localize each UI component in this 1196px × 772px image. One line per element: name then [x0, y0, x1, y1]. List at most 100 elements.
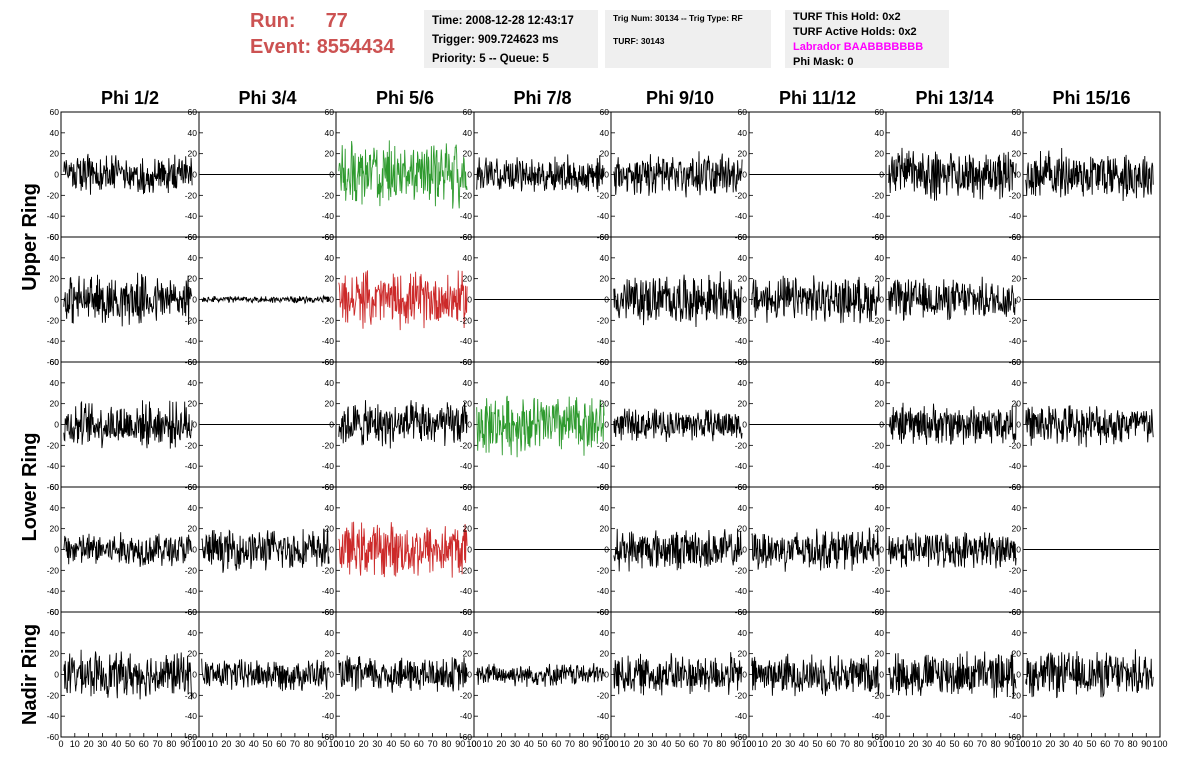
y-tick-label: 40	[50, 253, 60, 263]
y-tick-label: 60	[50, 357, 60, 367]
waveform-trace	[888, 276, 1017, 321]
waveform-trace	[888, 651, 1017, 699]
waveform-trace	[63, 532, 193, 567]
waveform-trace	[476, 395, 605, 458]
y-tick-label: -60	[47, 357, 60, 367]
y-tick-label: -20	[735, 190, 748, 200]
column-title: Phi 9/10	[646, 88, 714, 108]
y-tick-label: 40	[600, 253, 610, 263]
y-tick-label: 60	[1012, 482, 1022, 492]
y-tick-label: 20	[325, 399, 335, 409]
column-title: Phi 13/14	[915, 88, 993, 108]
y-tick-label: 0	[1016, 170, 1021, 180]
y-tick-label: 20	[50, 149, 60, 159]
y-tick-label: 40	[50, 128, 60, 138]
y-tick-label: 20	[738, 274, 748, 284]
waveform-trace	[63, 272, 193, 327]
y-tick-label: 40	[463, 628, 473, 638]
y-tick-label: -40	[735, 336, 748, 346]
y-tick-label: -40	[872, 336, 885, 346]
y-tick-label: 60	[738, 607, 748, 617]
y-tick-label: 40	[738, 253, 748, 263]
y-tick-label: -20	[735, 315, 748, 325]
y-tick-label: 0	[54, 170, 59, 180]
y-tick-label: 60	[600, 107, 610, 117]
y-tick-label: -40	[460, 711, 473, 721]
y-tick-label: 40	[188, 128, 198, 138]
y-tick-label: 40	[875, 503, 885, 513]
waveform-trace	[613, 408, 743, 443]
turf-this-hold-text: TURF This Hold: 0x2	[793, 11, 901, 23]
y-tick-label: 20	[463, 274, 473, 284]
x-tick-label: 20	[634, 739, 644, 749]
y-tick-label: 60	[600, 357, 610, 367]
y-tick-label: -60	[1009, 732, 1022, 742]
y-tick-label: 20	[50, 399, 60, 409]
y-tick-label: 0	[329, 670, 334, 680]
y-tick-label: 20	[600, 274, 610, 284]
x-tick-label: 10	[208, 739, 218, 749]
y-tick-label: -20	[735, 440, 748, 450]
waveform-trace	[338, 655, 468, 693]
y-tick-label: -20	[735, 565, 748, 575]
y-tick-label: -40	[185, 586, 198, 596]
x-tick-label: 30	[372, 739, 382, 749]
y-tick-label: 60	[50, 232, 60, 242]
waveform-trace	[751, 527, 880, 572]
y-tick-label: 40	[463, 253, 473, 263]
y-tick-label: 20	[463, 399, 473, 409]
y-tick-label: -20	[872, 440, 885, 450]
x-tick-label: 70	[428, 739, 438, 749]
y-tick-label: 40	[188, 503, 198, 513]
y-tick-label: 0	[329, 545, 334, 555]
waveform-trace	[338, 400, 468, 449]
y-tick-label: 60	[738, 357, 748, 367]
y-tick-label: 40	[1012, 628, 1022, 638]
y-tick-label: 20	[738, 524, 748, 534]
y-tick-label: 60	[50, 482, 60, 492]
y-tick-label: -40	[597, 211, 610, 221]
x-tick-label: 60	[139, 739, 149, 749]
y-tick-label: 40	[50, 503, 60, 513]
y-tick-label: -20	[1009, 565, 1022, 575]
y-tick-label: 20	[738, 149, 748, 159]
x-tick-label: 20	[84, 739, 94, 749]
waveform-trace	[338, 521, 468, 578]
y-tick-label: -40	[47, 461, 60, 471]
y-tick-label: -20	[1009, 315, 1022, 325]
y-tick-label: -40	[322, 711, 335, 721]
x-tick-label: 20	[908, 739, 918, 749]
y-tick-label: 60	[188, 107, 198, 117]
x-tick-label: 50	[262, 739, 272, 749]
y-tick-label: -60	[597, 732, 610, 742]
waveform-trace	[338, 140, 468, 209]
y-tick-label: 0	[1016, 420, 1021, 430]
y-tick-label: 60	[875, 482, 885, 492]
y-tick-label: -40	[597, 711, 610, 721]
x-tick-label: 90	[455, 739, 465, 749]
y-tick-label: 60	[738, 107, 748, 117]
y-tick-label: 20	[188, 149, 198, 159]
x-tick-label: 80	[1128, 739, 1138, 749]
y-tick-label: 20	[325, 149, 335, 159]
y-tick-label: 0	[192, 670, 197, 680]
y-tick-label: 20	[50, 649, 60, 659]
y-tick-label: 40	[325, 628, 335, 638]
y-tick-label: -20	[597, 190, 610, 200]
waveform-trace	[1025, 147, 1154, 202]
y-tick-label: 20	[188, 649, 198, 659]
y-tick-label: 40	[188, 378, 198, 388]
y-tick-label: 20	[600, 149, 610, 159]
priority-text: Priority: 5 -- Queue: 5	[432, 53, 549, 65]
turf-active-holds-text: TURF Active Holds: 0x2	[793, 26, 917, 38]
column-title: Phi 5/6	[376, 88, 434, 108]
y-tick-label: -40	[47, 711, 60, 721]
turf-info-box: TURF This Hold: 0x2 TURF Active Holds: 0…	[785, 10, 949, 68]
y-tick-label: -40	[872, 586, 885, 596]
waveform-trace	[476, 663, 605, 687]
waveform-trace	[201, 528, 330, 573]
y-tick-label: 20	[875, 149, 885, 159]
y-tick-label: -40	[47, 586, 60, 596]
y-tick-label: 40	[738, 503, 748, 513]
y-tick-label: 40	[600, 128, 610, 138]
